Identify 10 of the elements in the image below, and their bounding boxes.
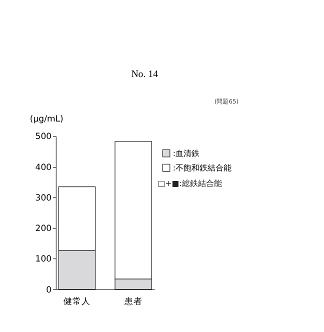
chart-title: No. 14 — [131, 69, 158, 80]
y-axis-title: (μg/mL) — [30, 114, 64, 124]
x-tick-label: 健常人 — [63, 296, 90, 308]
y-tick-label: 500 — [35, 132, 52, 142]
y-tick-label: 100 — [35, 254, 52, 265]
y-tick-label: 0 — [46, 285, 52, 296]
y-tick-label: 300 — [35, 193, 52, 204]
x-tick-label: 患者 — [123, 296, 142, 308]
y-tick-label: 400 — [35, 162, 52, 173]
y-tick-label: 200 — [35, 224, 52, 234]
